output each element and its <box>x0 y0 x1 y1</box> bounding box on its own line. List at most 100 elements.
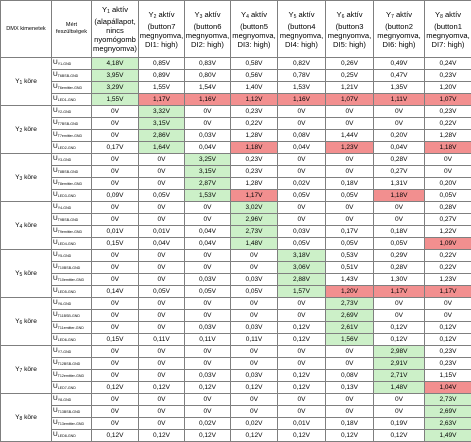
measurement-label: UY2-GND <box>52 106 92 118</box>
voltage-cell: 0,29V <box>374 250 425 262</box>
measurement-label: ULED7-GND <box>52 382 92 394</box>
voltage-cell: 1,04V <box>425 382 471 394</box>
voltage-cell: 1,55V <box>139 82 185 94</box>
voltage-cell: 0,78V <box>278 70 326 82</box>
voltage-cell: 0V <box>185 358 231 370</box>
voltage-cell: 1,55V <box>92 94 139 106</box>
voltage-cell: 0,08V <box>326 370 374 382</box>
voltage-cell: 1,23V <box>425 274 471 286</box>
voltage-cell: 1,40V <box>231 82 278 94</box>
measurement-label: UY4-GND <box>52 202 92 214</box>
measured-voltages-header: Mért feszültségek <box>52 1 92 58</box>
group-label-y8: Y8 köre <box>1 394 52 442</box>
voltage-cell: 3,02V <box>231 202 278 214</box>
voltage-cell: 0V <box>278 166 326 178</box>
voltage-cell: 0V <box>326 394 374 406</box>
column-header-y8: Y8 aktív (button1 megnyomva, DI7: high) <box>425 1 471 58</box>
column-header-y7: Y7 aktív (button2 megnyomva, DI6: high) <box>374 1 425 58</box>
voltage-cell: 0,24V <box>425 58 471 70</box>
voltage-cell: 0V <box>185 310 231 322</box>
voltage-cell: 0,05V <box>139 190 185 202</box>
voltage-cell: 0,22V <box>231 118 278 130</box>
measurement-label: UT12emitter-GND <box>52 370 92 382</box>
voltage-cell: 0V <box>139 250 185 262</box>
voltage-cell: 0V <box>92 166 139 178</box>
group-label-y6: Y6 köre <box>1 298 52 346</box>
voltage-cell: 2,73V <box>326 298 374 310</box>
voltage-cell: 1,44V <box>326 130 374 142</box>
voltage-cell: 0,05V <box>425 190 471 202</box>
voltage-cell: 0,18V <box>374 226 425 238</box>
voltage-cell: 1,53V <box>185 190 231 202</box>
voltage-cell: 2,73V <box>425 394 471 406</box>
column-header-y6: Y6 aktív (button3 megnyomva, DI5: high) <box>326 1 374 58</box>
voltage-cell: 0,03V <box>185 274 231 286</box>
voltage-cell: 0,28V <box>374 262 425 274</box>
voltage-cell: 0V <box>185 406 231 418</box>
measurement-label: UY3-GND <box>52 154 92 166</box>
voltage-cell: 0,03V <box>231 322 278 334</box>
voltage-cell: 0V <box>425 310 471 322</box>
group-label-y3: Y3 köre <box>1 154 52 202</box>
voltage-cell: 0,27V <box>425 214 471 226</box>
voltage-cell: 3,25V <box>185 154 231 166</box>
voltage-cell: 0,12V <box>185 382 231 394</box>
voltage-cell: 1,57V <box>278 286 326 298</box>
voltage-cell: 0V <box>92 370 139 382</box>
voltage-cell: 0V <box>139 394 185 406</box>
voltage-cell: 0,03V <box>231 370 278 382</box>
voltage-cell: 0,18V <box>326 418 374 430</box>
voltage-cell: 0,05V <box>185 286 231 298</box>
voltage-cell: 0,04V <box>185 142 231 154</box>
voltage-cell: 0V <box>139 202 185 214</box>
voltage-cell: 1,54V <box>185 82 231 94</box>
voltage-cell: 0,12V <box>425 334 471 346</box>
voltage-cell: 0V <box>278 346 326 358</box>
voltage-cell: 0V <box>92 178 139 190</box>
voltage-cell: 0V <box>92 154 139 166</box>
voltage-cell: 0V <box>139 214 185 226</box>
group-label-y5: Y5 köre <box>1 250 52 298</box>
voltage-cell: 0,25V <box>326 70 374 82</box>
voltage-cell: 0V <box>92 358 139 370</box>
voltage-cell: 0V <box>374 310 425 322</box>
voltage-cell: 1,16V <box>185 94 231 106</box>
voltage-cell: 0,02V <box>185 418 231 430</box>
voltage-cell: 1,18V <box>425 142 471 154</box>
voltage-cell: 0,12V <box>92 430 139 442</box>
voltage-cell: 0,23V <box>425 346 471 358</box>
voltage-cell: 0V <box>92 406 139 418</box>
voltage-cell: 0,12V <box>231 430 278 442</box>
voltage-cell: 0V <box>326 358 374 370</box>
voltage-cell: 0V <box>278 106 326 118</box>
voltage-cell: 2,69V <box>425 406 471 418</box>
voltage-cell: 1,18V <box>231 142 278 154</box>
voltage-cell: 2,88V <box>278 274 326 286</box>
voltage-cell: 0,28V <box>425 202 471 214</box>
voltage-cell: 1,16V <box>278 94 326 106</box>
measurement-label: UT11emitter-GND <box>52 322 92 334</box>
voltage-cell: 0,05V <box>326 238 374 250</box>
voltage-cell: 0V <box>92 214 139 226</box>
voltage-cell: 0,05V <box>326 190 374 202</box>
voltage-cell: 0,18V <box>326 178 374 190</box>
voltage-cell: 2,73V <box>231 226 278 238</box>
voltage-cell: 0V <box>231 358 278 370</box>
voltage-cell: 2,96V <box>231 214 278 226</box>
voltage-cell: 0V <box>231 262 278 274</box>
voltage-cell: 0,89V <box>139 70 185 82</box>
voltage-cell: 1,07V <box>425 94 471 106</box>
voltage-cell: 1,48V <box>374 382 425 394</box>
voltage-cell: 0,14V <box>92 286 139 298</box>
voltage-cell: 0,12V <box>278 382 326 394</box>
voltage-cell: 0,05V <box>278 190 326 202</box>
